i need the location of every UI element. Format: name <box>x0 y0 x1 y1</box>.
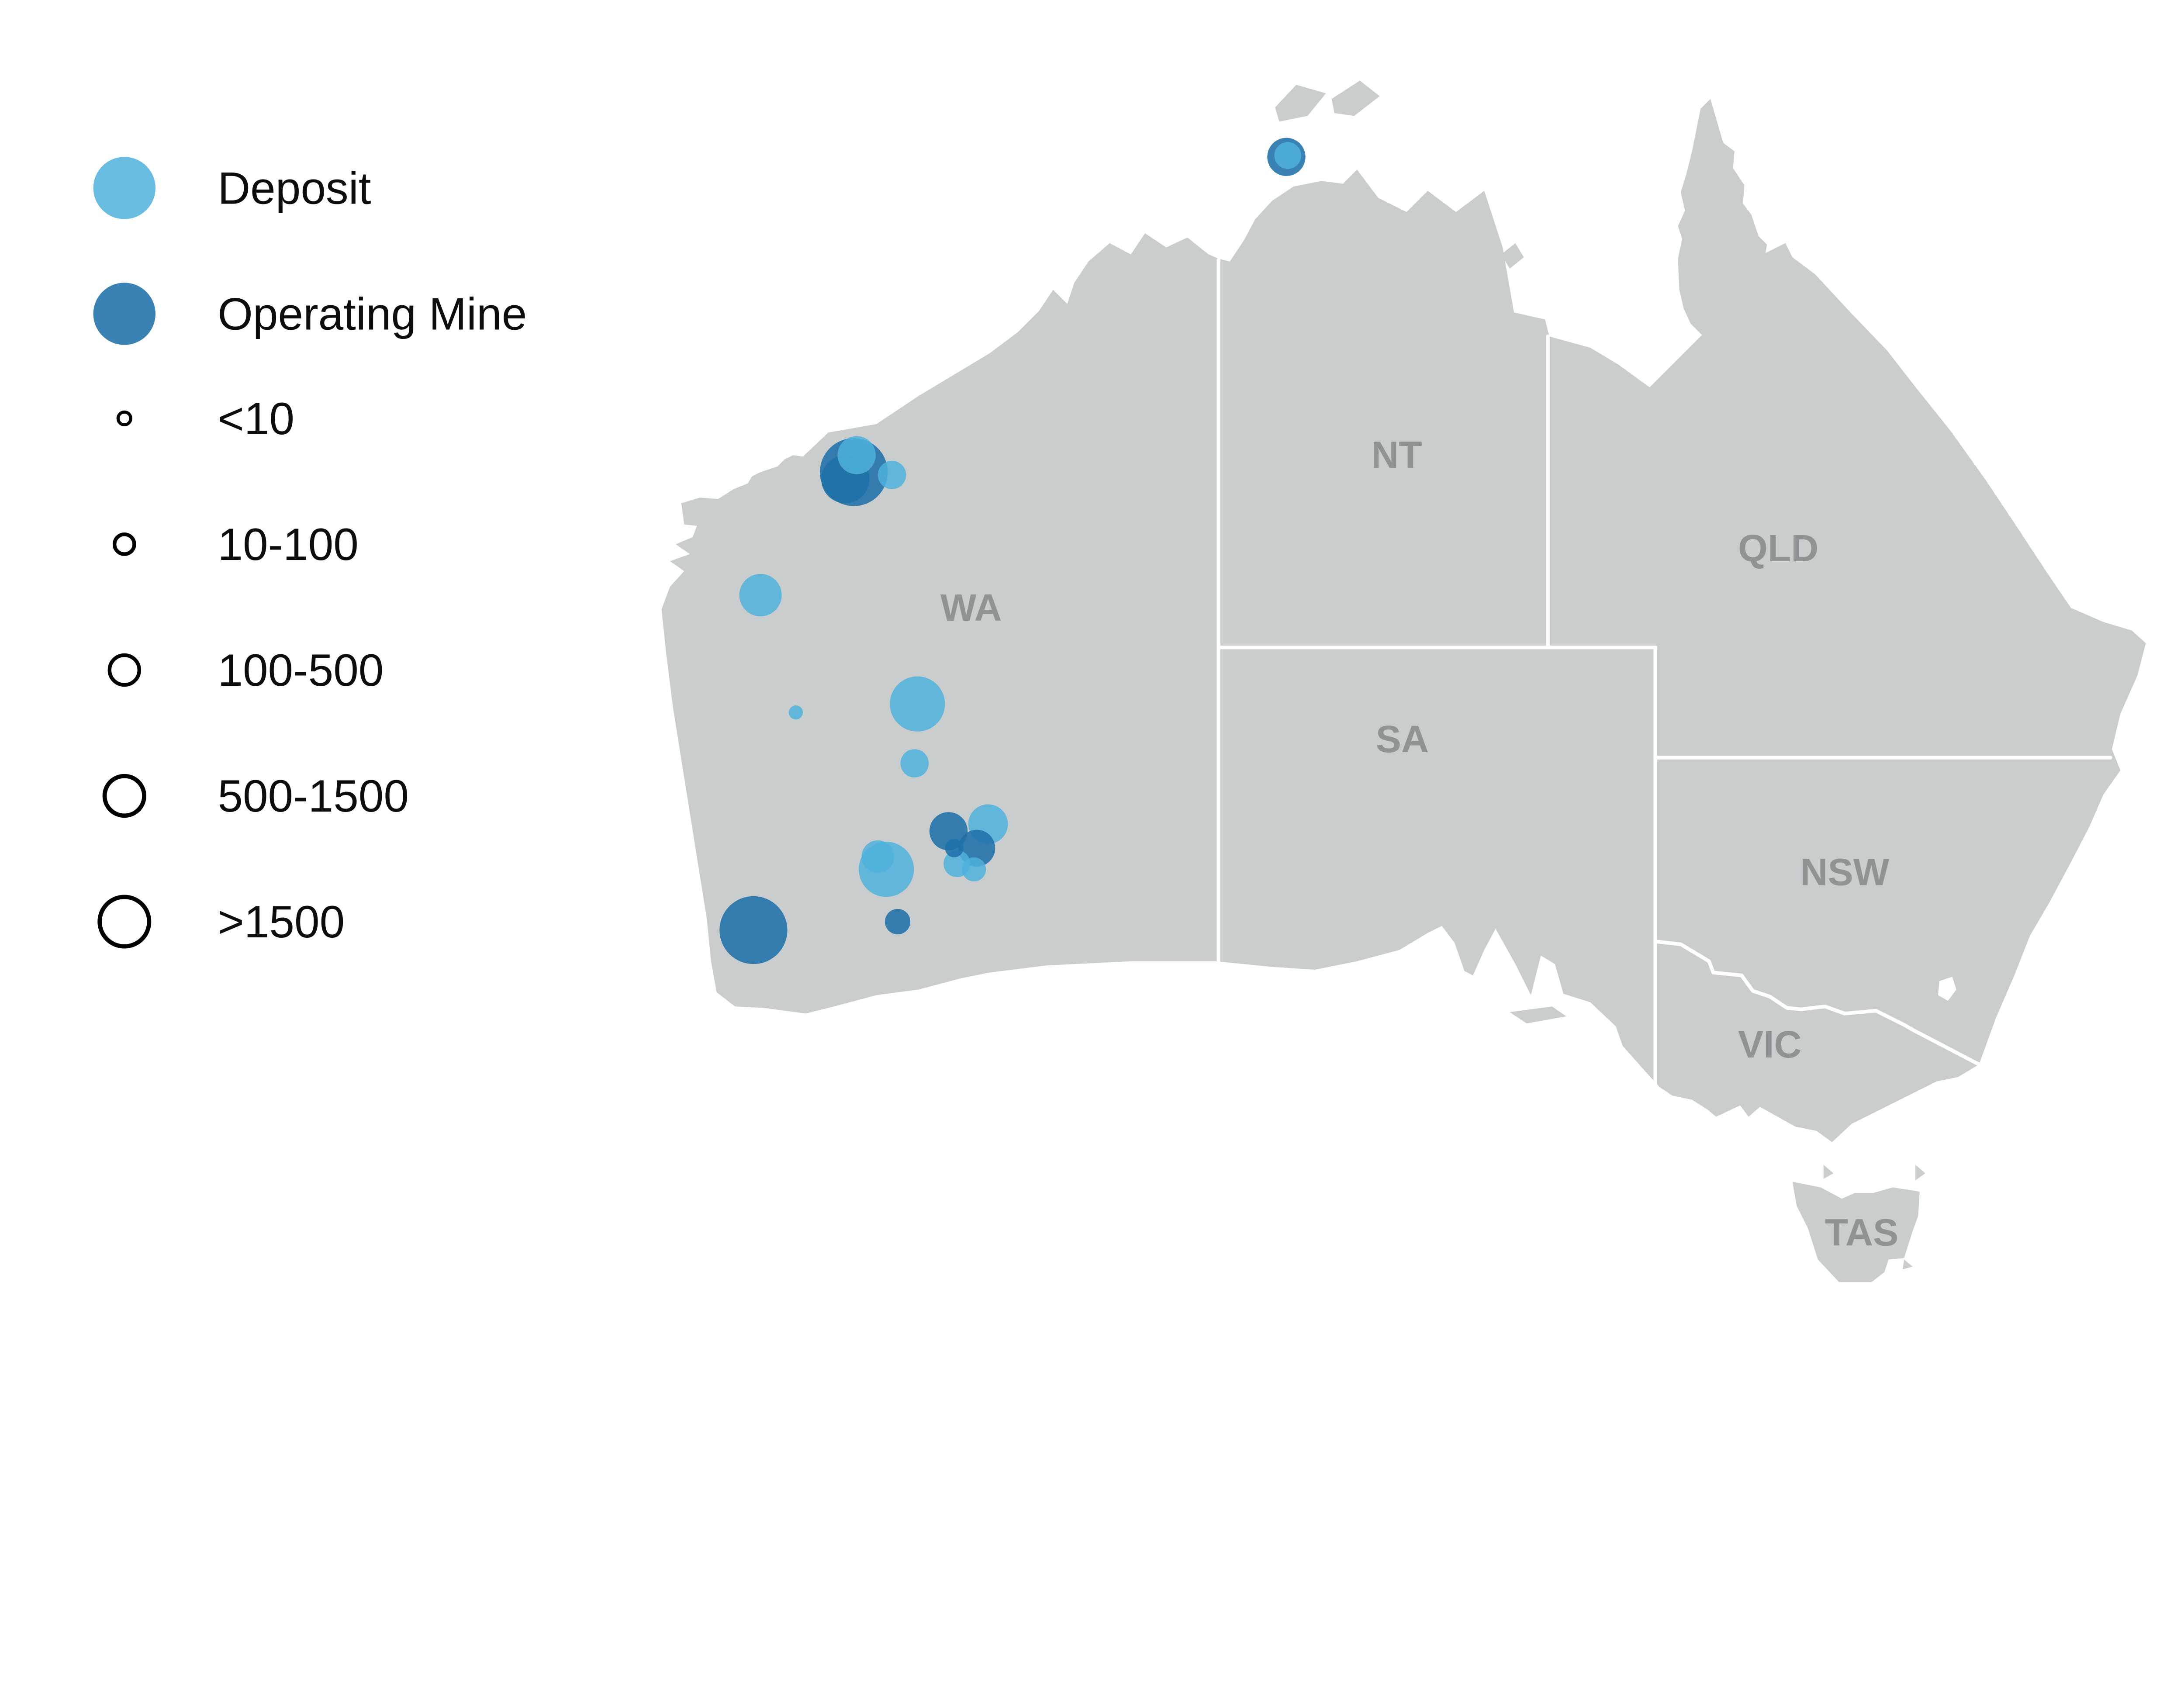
island-6 <box>1902 1259 1913 1270</box>
legend-size-ring-0 <box>116 410 132 427</box>
land-layer <box>661 80 2146 1282</box>
map-hole-0 <box>1938 977 1956 1001</box>
data-points <box>719 138 1306 964</box>
operating-mine-marker <box>885 909 911 935</box>
legend-swatch-deposit <box>93 157 156 219</box>
deposit-marker <box>837 436 876 474</box>
state-label-vic: VIC <box>1738 1023 1802 1066</box>
australia-mainland <box>661 99 2146 1142</box>
legend-size-ring-4 <box>97 895 152 949</box>
deposit-marker <box>861 840 894 873</box>
legend-label-mine: Operating Mine <box>218 288 527 339</box>
legend-label-deposit: Deposit <box>218 162 371 213</box>
island-1 <box>1331 80 1380 116</box>
legend-size-ring-3 <box>102 774 146 818</box>
deposit-marker <box>878 461 906 489</box>
operating-mine-marker <box>945 839 964 857</box>
deposit-marker <box>739 574 782 616</box>
legend: Deposit Operating Mine <10 10-100 100-500 500… <box>93 157 527 949</box>
state-label-nsw: NSW <box>1800 850 1889 893</box>
legend-size-label-2: 100-500 <box>218 645 384 695</box>
state-label-nt: NT <box>1371 434 1422 477</box>
state-labels: WA NT QLD SA NSW VIC TAS <box>940 434 1898 1254</box>
deposit-marker <box>788 705 803 720</box>
legend-size-label-3: 500-1500 <box>218 771 409 821</box>
island-0 <box>1275 85 1326 122</box>
island-7 <box>1792 1182 1920 1282</box>
state-border-5 <box>1653 940 1981 1067</box>
island-2 <box>1501 243 1524 269</box>
state-borders <box>1216 258 2112 1089</box>
legend-size-label-4: >1500 <box>218 896 345 947</box>
legend-swatch-mine <box>93 283 156 345</box>
deposit-marker <box>900 749 929 777</box>
island-3 <box>1510 1006 1566 1024</box>
australia-deposits-map: WA NT QLD SA NSW VIC TAS Deposit Operating Mine… <box>93 80 2146 1282</box>
legend-size-label-1: 10-100 <box>218 519 358 570</box>
legend-size-ring-2 <box>107 653 141 687</box>
deposit-marker <box>890 676 945 732</box>
state-label-sa: SA <box>1376 718 1429 760</box>
legend-size-ring-1 <box>112 532 136 556</box>
state-label-qld: QLD <box>1738 527 1818 570</box>
legend-size-label-0: <10 <box>218 393 294 444</box>
deposit-marker <box>962 857 986 881</box>
island-5 <box>1915 1164 1925 1181</box>
island-4 <box>1823 1164 1834 1179</box>
state-label-wa: WA <box>940 586 1002 629</box>
operating-mine-marker <box>719 896 788 964</box>
state-label-tas: TAS <box>1825 1211 1898 1254</box>
deposit-marker <box>1274 142 1301 169</box>
